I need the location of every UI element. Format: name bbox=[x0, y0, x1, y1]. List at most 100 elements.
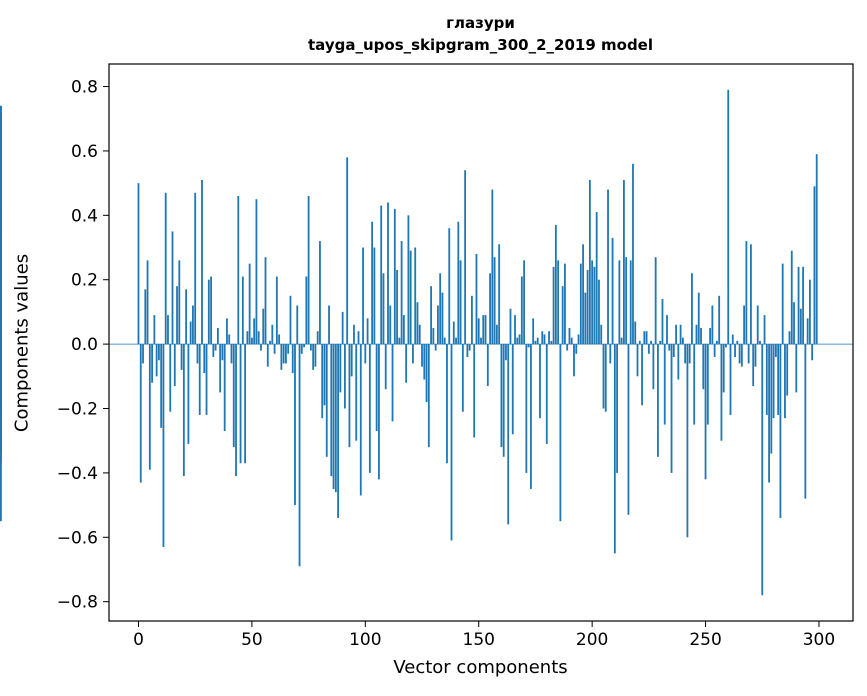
bar-254 bbox=[713, 344, 716, 357]
bar-232 bbox=[663, 344, 666, 425]
x-tick-label: 250 bbox=[689, 630, 721, 650]
bar-undefined bbox=[0, 154, 2, 345]
bar-194 bbox=[577, 334, 580, 345]
bar-140 bbox=[455, 337, 457, 345]
bar-231 bbox=[661, 299, 664, 345]
bar-216 bbox=[627, 344, 630, 515]
bar-276 bbox=[763, 315, 766, 345]
bar-11 bbox=[162, 344, 165, 547]
bar-161 bbox=[502, 344, 505, 457]
bar-251 bbox=[706, 344, 709, 425]
bar-48 bbox=[246, 331, 249, 345]
bar-65 bbox=[285, 344, 287, 364]
bar-257 bbox=[720, 344, 723, 441]
bar-264 bbox=[736, 340, 739, 345]
bar-77 bbox=[312, 344, 315, 370]
chart-title: глазури bbox=[446, 14, 515, 32]
bar-273 bbox=[756, 305, 759, 345]
bar-191 bbox=[570, 337, 573, 345]
bar-192 bbox=[573, 344, 575, 377]
bar-119 bbox=[407, 215, 410, 345]
bar-113 bbox=[393, 208, 396, 345]
bar-15 bbox=[171, 231, 174, 345]
bar-217 bbox=[629, 260, 632, 345]
bar-149 bbox=[475, 253, 478, 345]
bar-227 bbox=[652, 344, 655, 390]
bar-86 bbox=[332, 344, 335, 489]
bar-234 bbox=[668, 344, 671, 351]
bar-35 bbox=[216, 328, 219, 345]
bar-147 bbox=[471, 295, 473, 345]
bar-44 bbox=[237, 196, 240, 345]
bar-40 bbox=[228, 334, 231, 345]
bar-7 bbox=[153, 315, 156, 345]
bar-110 bbox=[387, 202, 389, 345]
bar-32 bbox=[210, 276, 212, 345]
bar-101 bbox=[366, 318, 369, 345]
bar-10 bbox=[160, 344, 163, 428]
bar-1 bbox=[139, 344, 142, 483]
bar-66 bbox=[287, 344, 290, 354]
bar-62 bbox=[278, 334, 281, 345]
bar-296 bbox=[809, 279, 811, 345]
bar-287 bbox=[788, 331, 791, 345]
bar-107 bbox=[380, 205, 383, 345]
bar-293 bbox=[802, 266, 804, 345]
bar-102 bbox=[368, 344, 371, 473]
bar-281 bbox=[774, 344, 777, 357]
bar-165 bbox=[511, 344, 514, 435]
chart-subtitle: tayga_upos_skipgram_300_2_2019 model bbox=[308, 36, 653, 54]
bar-103 bbox=[371, 221, 374, 345]
bar-224 bbox=[645, 331, 648, 345]
bar-223 bbox=[643, 331, 646, 345]
bar-153 bbox=[484, 315, 487, 345]
bar-68 bbox=[291, 344, 294, 374]
bar-42 bbox=[232, 344, 235, 448]
bar-201 bbox=[593, 266, 596, 345]
bar-285 bbox=[784, 344, 786, 419]
bar-241 bbox=[684, 344, 687, 364]
bar-208 bbox=[609, 344, 612, 364]
bar-81 bbox=[321, 344, 324, 419]
bar-58 bbox=[269, 340, 271, 345]
bar-182 bbox=[550, 340, 553, 345]
bar-109 bbox=[384, 344, 387, 390]
bar-243 bbox=[688, 344, 691, 364]
y-tick-label: −0.6 bbox=[57, 528, 98, 548]
bar-222 bbox=[641, 344, 643, 406]
bar-298 bbox=[813, 186, 816, 345]
bar-64 bbox=[282, 344, 285, 364]
bar-288 bbox=[790, 250, 793, 345]
bar-31 bbox=[207, 279, 210, 345]
bar-203 bbox=[598, 279, 600, 345]
bar-51 bbox=[253, 318, 256, 345]
bar-57 bbox=[266, 344, 269, 367]
bar-63 bbox=[280, 344, 283, 370]
bar-53 bbox=[257, 331, 260, 345]
bar-61 bbox=[275, 276, 278, 345]
bar-163 bbox=[507, 344, 510, 525]
bar-258 bbox=[722, 344, 725, 393]
bar-279 bbox=[770, 344, 773, 454]
bar-123 bbox=[416, 302, 419, 345]
bar-69 bbox=[294, 344, 296, 506]
bar-105 bbox=[375, 344, 378, 432]
bar-139 bbox=[452, 321, 455, 345]
bar-164 bbox=[509, 308, 512, 345]
bar-197 bbox=[584, 292, 587, 345]
bar-97 bbox=[357, 331, 360, 345]
bar-150 bbox=[477, 318, 480, 345]
y-tick-label: 0.0 bbox=[71, 335, 98, 355]
bar-272 bbox=[754, 344, 757, 367]
bar-265 bbox=[738, 344, 741, 364]
bar-27 bbox=[198, 344, 201, 415]
bar-159 bbox=[498, 244, 501, 345]
bar-282 bbox=[777, 344, 780, 415]
bar-55 bbox=[262, 308, 265, 345]
bar-98 bbox=[359, 344, 362, 496]
y-axis-label: Components values bbox=[11, 253, 33, 433]
bar-162 bbox=[505, 344, 507, 361]
bar-79 bbox=[316, 331, 319, 345]
bar-215 bbox=[625, 257, 628, 345]
bar-85 bbox=[330, 344, 333, 477]
